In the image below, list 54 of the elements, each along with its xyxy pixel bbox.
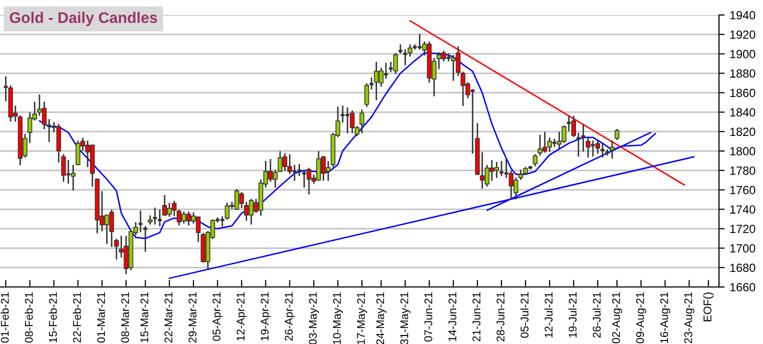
x-tick-label: 08-Mar-21 — [121, 292, 130, 343]
y-tick-label: 1880 — [730, 69, 756, 78]
x-tick-label: 17-May-21 — [357, 292, 368, 344]
candlestick — [364, 83, 370, 108]
y-tick-label: 1900 — [730, 50, 756, 58]
candlestick — [70, 164, 76, 191]
y-tick-label: 1780 — [730, 166, 756, 175]
y-tick-label: 1800 — [730, 147, 756, 156]
candlestick — [610, 140, 615, 158]
x-tick-label: 16-Aug-21 — [660, 292, 670, 343]
x-tick-label: 26-Jul-21 — [592, 292, 601, 338]
x-tick-label: 15-Mar-21 — [140, 292, 148, 342]
x-tick-label: 09-Aug-21 — [636, 292, 646, 344]
x-tick-label: EOF() — [703, 292, 714, 322]
x-tick-label: 15-Feb-21 — [48, 292, 57, 342]
x-tick-label: 24-May-21 — [376, 292, 386, 344]
candlestick — [571, 116, 576, 138]
x-tick-label: 10-May-21 — [332, 292, 344, 344]
x-tick-label: 05-Jul-21 — [520, 292, 529, 338]
y-tick-label: 1760 — [730, 186, 756, 194]
x-tick-label: 19-Apr-21 — [260, 292, 271, 340]
y-tick-label: 1680 — [730, 264, 756, 272]
x-tick-label: 22-Mar-21 — [164, 292, 172, 343]
x-tick-label: 02-Aug-21 — [612, 292, 622, 344]
y-tick-label: 1820 — [730, 128, 756, 136]
candlestick — [532, 154, 538, 166]
x-tick-label: 26-Apr-21 — [284, 292, 295, 341]
candlestick — [393, 53, 398, 74]
candlestick — [614, 128, 620, 140]
y-tick-label: 1720 — [730, 224, 756, 234]
chart-title: Gold - Daily Candles — [10, 12, 158, 26]
x-tick-label: 05-Apr-21 — [212, 292, 223, 341]
x-tick-label: 01-Feb-21 — [0, 292, 9, 343]
y-tick-label: 1940 — [730, 11, 756, 20]
x-tick-label: 19-Jul-21 — [568, 292, 577, 338]
x-tick-label: 22-Feb-21 — [72, 292, 81, 343]
x-tick-label: 08-Feb-21 — [24, 292, 33, 343]
x-tick-label: 12-Apr-21 — [236, 292, 247, 340]
x-tick-label: 29-Mar-21 — [188, 292, 196, 343]
line-series — [38, 52, 656, 240]
x-tick-label: 07-Jun-21 — [424, 292, 432, 342]
x-tick-label: 28-Jun-21 — [496, 292, 504, 342]
x-tick-label: 21-Jun-21 — [472, 292, 480, 342]
y-tick-label: 1860 — [730, 88, 756, 98]
y-tick-label: 1740 — [730, 205, 756, 214]
x-tick-label: 01-Mar-21 — [97, 292, 106, 343]
y-tick-label: 1920 — [730, 30, 756, 39]
candlestick — [595, 140, 600, 154]
y-tick-label: 1660 — [730, 283, 756, 292]
x-tick-label: 12-Jul-21 — [544, 292, 553, 338]
y-tick-label: 1700 — [730, 244, 756, 253]
y-tick-label: 1840 — [730, 108, 756, 117]
x-tick-label: 14-Jun-21 — [448, 292, 456, 342]
x-tick-label: 23-Aug-21 — [684, 292, 694, 344]
